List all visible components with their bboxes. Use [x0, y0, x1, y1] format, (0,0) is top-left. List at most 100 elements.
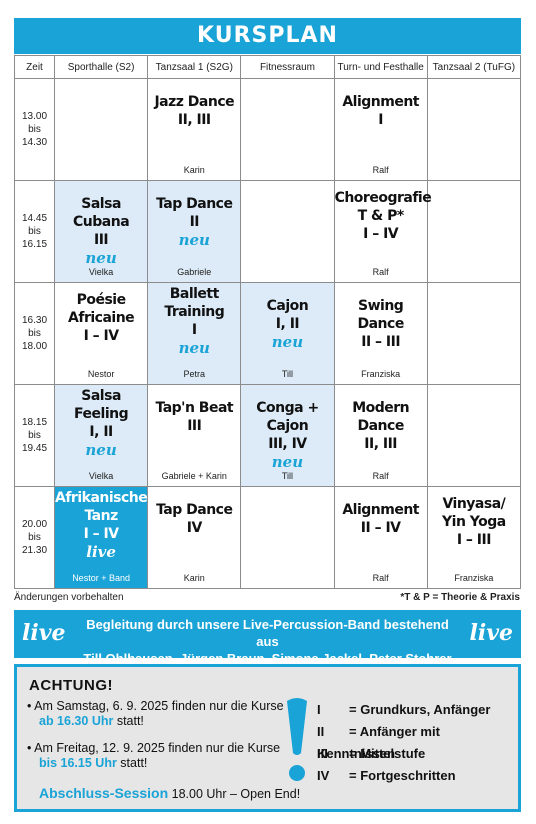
column-header: Fitnessraum	[240, 55, 335, 79]
legend-row: I = Grundkurs, Anfänger	[317, 699, 518, 721]
course-cell: Salsa Cubana III neu Vielka	[53, 180, 149, 283]
course-name: Poésie Africaine I – IV	[68, 292, 135, 344]
time-label: bis	[28, 124, 41, 135]
empty-cell	[426, 180, 522, 283]
course-name: Cajon I, II	[266, 298, 309, 332]
notice-friday-text: • Am Freitag, 12. 9. 2025 finden nur die…	[27, 741, 281, 755]
notice-friday-time: bis 16.15 Uhr	[39, 756, 117, 770]
column-header: Tanzsaal 1 (S2G)	[147, 55, 242, 79]
time-label: 21.30	[21, 545, 48, 556]
column-header: Turn- und Festhalle	[333, 55, 428, 79]
live-band-banner: live Begleitung durch unsere Live-Percus…	[14, 610, 521, 666]
course-cell: Afrikanischer Tanz I – IV live Nestor + Ba…	[53, 486, 154, 589]
column-header: Sporthalle (S2)	[53, 55, 149, 79]
course-cell: Alignment II – IV Ralf	[333, 486, 428, 589]
column-header: Tanzsaal 2 (TuFG)	[426, 55, 522, 79]
course-cell: Salsa Feeling I, II neu Vielka	[53, 384, 149, 487]
live-badge-right: live	[469, 620, 514, 646]
time-cell: 13.00 bis 14.30	[14, 78, 55, 181]
notice-friday-tail: statt!	[116, 756, 148, 770]
time-label: 19.45	[21, 443, 48, 454]
course-name: Jazz Dance II, III	[154, 94, 235, 128]
legend-row: IV = Fortgeschritten	[317, 765, 518, 787]
notice-saturday-tail: statt!	[113, 714, 144, 728]
time-cell: 20.00 bis 21.30	[14, 486, 55, 589]
time-label: bis	[28, 226, 41, 237]
teacher-name: Ralf	[372, 165, 389, 175]
legend-level: III	[317, 746, 328, 761]
course-name: Conga + Cajon III, IV	[256, 400, 319, 452]
notice-saturday-time: ab 16.30 Uhr	[39, 714, 114, 728]
course-name: Choreografie T & P* I – IV	[334, 190, 432, 242]
band-line-2: Till Ohlhausen, Jürgen Braun, Simone Jac…	[83, 651, 452, 666]
time-cell: 18.15 bis 19.45	[14, 384, 55, 487]
header-row: Zeit Sporthalle (S2) Tanzsaal 1 (S2G) Fi…	[14, 55, 522, 79]
teacher-name: Ralf	[372, 471, 389, 481]
legend-description: = Mittelstufe	[349, 746, 426, 761]
new-badge: neu	[271, 333, 304, 351]
course-cell: Tap Dance II neu Gabriele	[147, 180, 242, 283]
teacher-name: Nestor	[87, 369, 115, 379]
legend-row: II = Anfänger mit Kenntnissen	[317, 721, 518, 761]
course-name: Salsa Feeling I, II	[74, 388, 129, 440]
course-cell: Tap'n Beat III Gabriele + Karin	[147, 384, 242, 487]
legend-description: = Grundkurs, Anfänger	[349, 702, 491, 717]
legend-description: = Anfänger mit Kenntnissen	[317, 724, 440, 761]
time-label: bis	[28, 430, 41, 441]
empty-cell	[240, 78, 335, 181]
teacher-name: Franziska	[454, 573, 494, 583]
course-cell: Jazz Dance II, III Karin	[147, 78, 242, 181]
course-cell: Tap Dance IV Karin	[147, 486, 242, 589]
changes-note: Änderungen vorbehalten	[14, 592, 124, 603]
live-badge-left: live	[22, 620, 66, 646]
closing-session-label: Abschluss-Session	[39, 785, 169, 801]
new-badge: neu	[178, 339, 210, 357]
course-name: Alignment I	[342, 94, 419, 128]
course-name: Afrikanischer Tanz I – IV	[55, 490, 154, 542]
empty-cell	[426, 78, 522, 181]
new-badge: neu	[85, 249, 117, 267]
teacher-name: Vielka	[88, 267, 114, 277]
new-badge: neu	[178, 231, 210, 249]
course-cell: Choreografie T & P* I – IV Ralf	[333, 180, 432, 283]
time-label: bis	[28, 328, 41, 339]
time-label: 18.15	[21, 417, 48, 428]
course-name: Tap Dance IV	[156, 502, 233, 536]
time-cell: 16.30 bis 18.00	[14, 282, 55, 385]
legend-level: I	[317, 702, 321, 717]
course-cell: Modern Dance II, III Ralf	[333, 384, 428, 487]
time-label: 14.30	[21, 137, 48, 148]
closing-session-time: 18.00 Uhr – Open End!	[168, 787, 301, 801]
legend-description: = Fortgeschritten	[349, 768, 456, 783]
teacher-name: Till	[281, 471, 294, 481]
table-row: 20.00 bis 21.30 Afrikanischer Tanz I – IV li…	[14, 486, 522, 589]
empty-cell	[426, 384, 522, 487]
empty-cell	[240, 486, 335, 589]
time-label: 20.00	[21, 519, 48, 530]
legend-level: II	[317, 724, 325, 739]
course-cell: Cajon I, II neu Till	[240, 282, 335, 385]
notice-friday: • Am Freitag, 12. 9. 2025 finden nur die…	[27, 741, 280, 771]
band-line-1: Begleitung durch unsere Live-Percussion-…	[86, 617, 449, 649]
course-cell: Vinyasa/ Yin Yoga I – III Franziska	[426, 486, 522, 589]
teacher-name: Karin	[183, 573, 205, 583]
attention-box: ACHTUNG! • Am Samstag, 6. 9. 2025 finden…	[14, 664, 521, 812]
time-label: bis	[28, 532, 41, 543]
notice-saturday-text: • Am Samstag, 6. 9. 2025 finden nur die …	[27, 699, 284, 713]
teacher-name: Gabriele + Karin	[161, 471, 227, 481]
teacher-name: Gabriele	[177, 267, 212, 277]
time-label: 16.30	[21, 315, 48, 326]
course-name: Salsa Cubana III	[73, 196, 130, 248]
band-text: Begleitung durch unsere Live-Percussion-…	[74, 616, 461, 667]
teacher-name: Till	[281, 369, 294, 379]
course-cell: Alignment I Ralf	[333, 78, 428, 181]
table-row: 14.45 bis 16.15 Salsa Cubana III neu Vielka Ta…	[14, 180, 522, 283]
course-name: Alignment II – IV	[342, 502, 419, 536]
course-name: Ballett Training I	[164, 286, 225, 338]
table-row: 13.00 bis 14.30 Jazz Dance II, III Karin Alig…	[14, 78, 522, 181]
teacher-name: Ralf	[372, 267, 389, 277]
teacher-name: Vielka	[88, 471, 114, 481]
notice-saturday: • Am Samstag, 6. 9. 2025 finden nur die …	[27, 699, 284, 729]
course-cell: Swing Dance II – III Franziska	[333, 282, 428, 385]
